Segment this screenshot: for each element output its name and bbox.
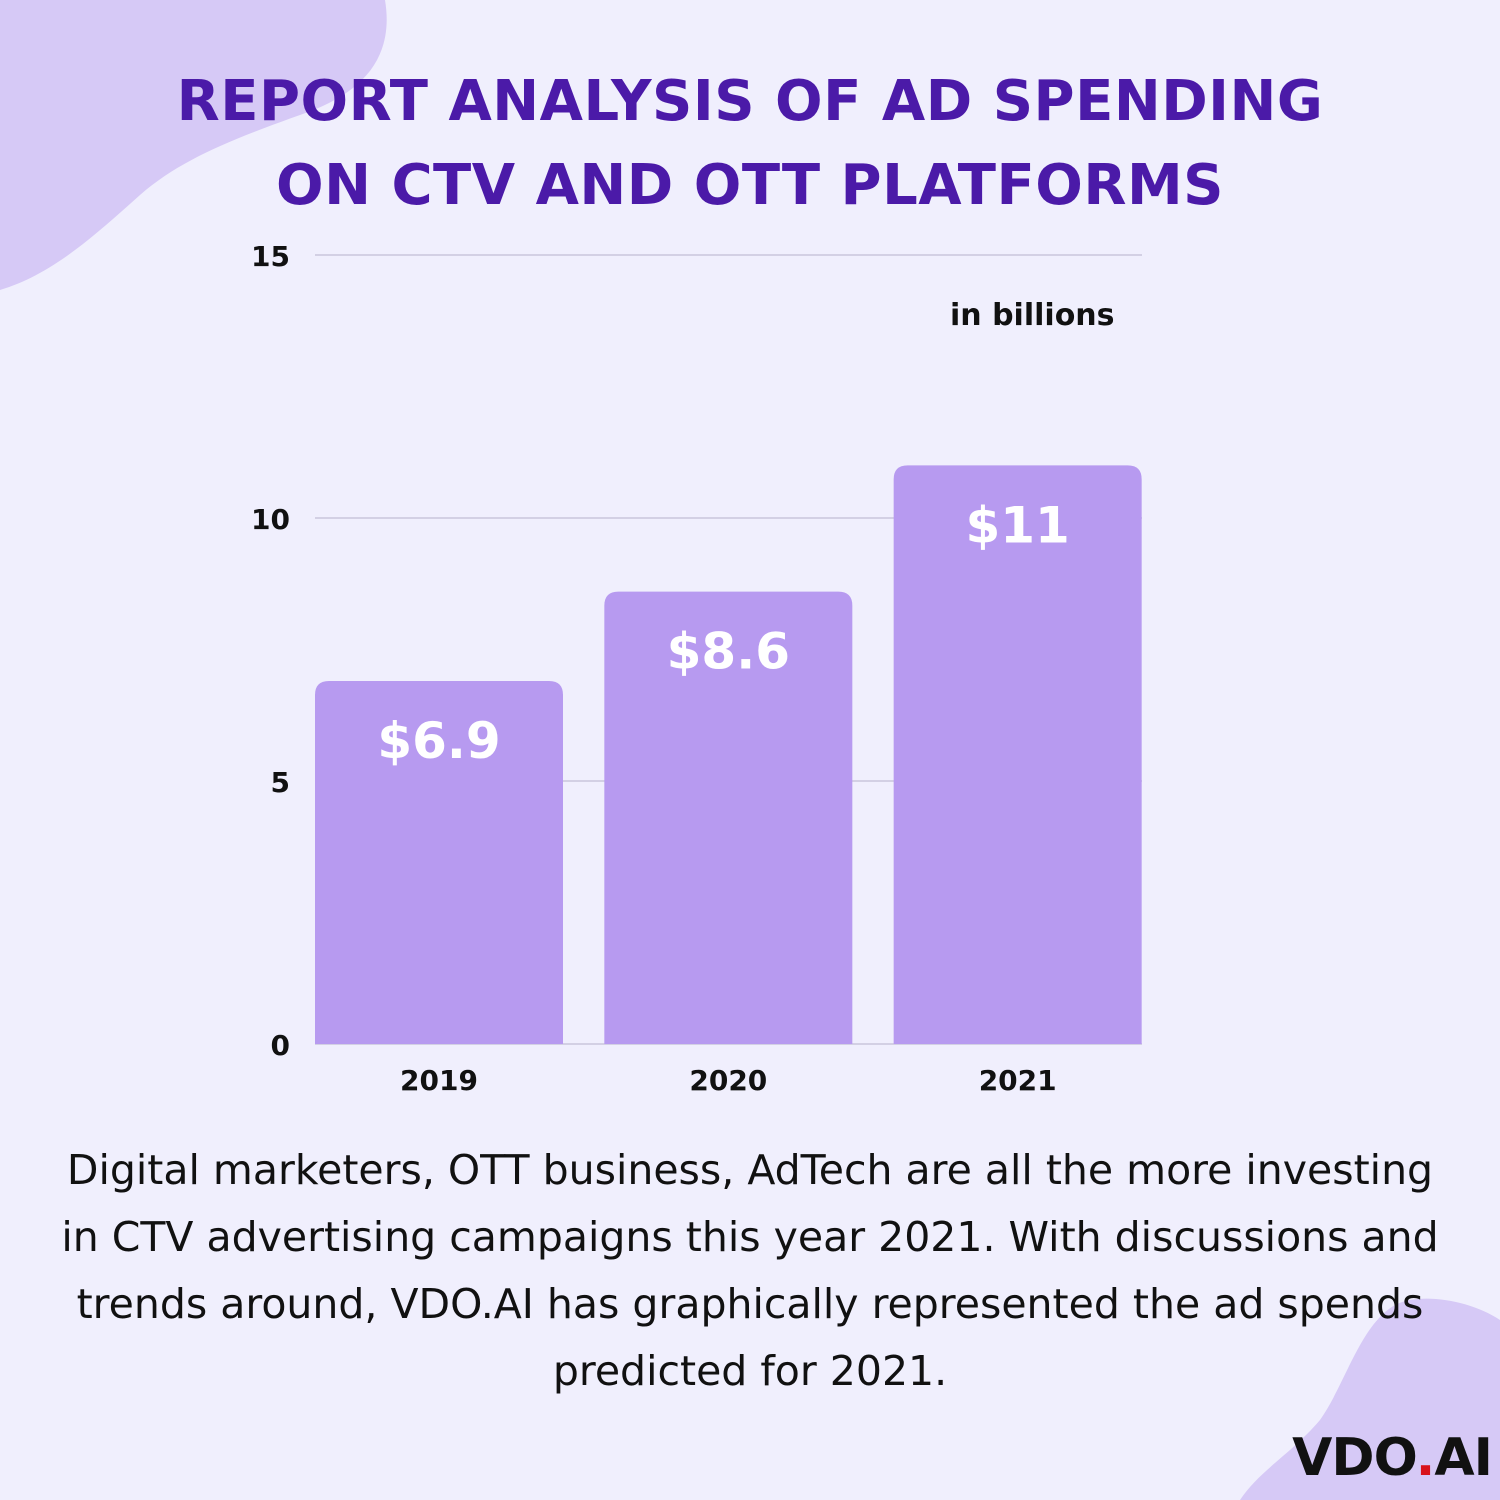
title-line-1: REPORT ANALYSIS OF AD SPENDING bbox=[176, 69, 1324, 134]
bar-2019 bbox=[315, 681, 563, 1044]
decorative-blob-top-left bbox=[0, 0, 387, 290]
bar-2021 bbox=[893, 465, 1142, 1044]
data-label: $8.6 bbox=[667, 623, 790, 681]
logo-dot: . bbox=[1415, 1428, 1436, 1488]
x-tick-label: 2019 bbox=[400, 1064, 478, 1097]
data-label: $11 bbox=[965, 496, 1069, 554]
y-tick-label: 10 bbox=[251, 503, 290, 536]
y-tick-label: 0 bbox=[271, 1029, 290, 1062]
data-label: $6.9 bbox=[377, 712, 500, 770]
logo-text-ai: AI bbox=[1434, 1428, 1493, 1488]
logo-text-vdo: VDO bbox=[1292, 1428, 1416, 1488]
title-line-2: ON CTV AND OTT PLATFORMS bbox=[275, 153, 1225, 218]
bar-2020 bbox=[604, 591, 853, 1044]
y-tick-label: 5 bbox=[271, 766, 290, 799]
x-tick-label: 2021 bbox=[979, 1064, 1057, 1097]
unit-label: in billions bbox=[950, 298, 1115, 333]
description: Digital marketers, OTT business, AdTech … bbox=[61, 1146, 1439, 1395]
x-tick-label: 2020 bbox=[689, 1064, 767, 1097]
y-tick-label: 15 bbox=[251, 240, 290, 273]
page-title: REPORT ANALYSIS OF AD SPENDING ON CTV AN… bbox=[0, 60, 1500, 228]
vdo-ai-logo: VDO.AI bbox=[1292, 1428, 1493, 1488]
decorative-blob-bottom-right bbox=[1240, 1298, 1500, 1500]
